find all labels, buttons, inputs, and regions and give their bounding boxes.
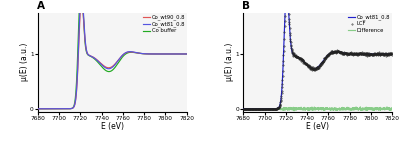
Co_wt81_0.8 <box>182 53 187 55</box>
X-axis label: E (eV): E (eV) <box>306 122 329 131</box>
Difference <box>390 108 394 109</box>
Co_wt81_0.8 <box>277 106 282 107</box>
Co buffer <box>156 53 161 55</box>
Co_wt90_0.8 <box>72 106 76 108</box>
Line: Co_wt90_0.8: Co_wt90_0.8 <box>38 0 187 109</box>
Co_wt90_0.8 <box>104 67 109 68</box>
Difference <box>241 108 246 110</box>
Co buffer <box>87 55 92 57</box>
Difference <box>388 108 392 110</box>
Co buffer <box>104 70 109 72</box>
Text: B: B <box>242 1 250 11</box>
Difference <box>277 108 282 110</box>
X-axis label: E (eV): E (eV) <box>101 122 124 131</box>
Difference <box>292 108 297 110</box>
Co_wt81_0.8 <box>87 55 92 56</box>
Co buffer <box>114 65 118 67</box>
Y-axis label: μ(E) (a.u.): μ(E) (a.u.) <box>20 43 29 81</box>
Co_wt81_0.8 <box>184 53 189 55</box>
Line: Co_wt81_0.8: Co_wt81_0.8 <box>243 0 392 109</box>
LCF <box>310 68 314 69</box>
Co_wt81_0.8 <box>36 108 40 110</box>
Line: Co buffer: Co buffer <box>38 0 187 109</box>
Y-axis label: μ(E) (a.u.): μ(E) (a.u.) <box>225 43 234 81</box>
Co_wt81_0.8 <box>156 53 161 55</box>
Co_wt81_0.8 <box>241 108 246 110</box>
Difference <box>292 110 296 112</box>
Co_wt90_0.8 <box>182 53 187 55</box>
Co buffer <box>36 108 40 110</box>
Co_wt90_0.8 <box>114 62 118 64</box>
Co_wt81_0.8 <box>104 67 109 69</box>
LCF <box>390 54 394 55</box>
LCF <box>319 62 324 64</box>
LCF <box>241 108 246 110</box>
LCF <box>362 52 366 54</box>
Co buffer <box>182 53 187 55</box>
Co_wt81_0.8 <box>310 67 314 69</box>
Co_wt81_0.8 <box>362 53 366 55</box>
Difference <box>362 107 366 109</box>
Co_wt81_0.8 <box>388 53 392 55</box>
Co_wt81_0.8 <box>72 106 76 107</box>
Co_wt90_0.8 <box>87 54 92 56</box>
Co_wt90_0.8 <box>36 108 40 110</box>
Line: Difference: Difference <box>243 107 392 111</box>
LCF <box>388 52 392 54</box>
Co buffer <box>184 53 189 55</box>
Co buffer <box>72 105 76 106</box>
Line: Co_wt81_0.8: Co_wt81_0.8 <box>38 0 187 109</box>
Difference <box>358 106 363 108</box>
Text: A: A <box>36 1 44 11</box>
LCF <box>277 106 282 107</box>
Co_wt90_0.8 <box>184 53 189 55</box>
Co_wt81_0.8 <box>292 55 297 56</box>
Difference <box>310 108 314 110</box>
Line: LCF: LCF <box>243 0 392 109</box>
LCF <box>292 54 297 56</box>
Difference <box>319 108 324 110</box>
Co_wt81_0.8 <box>319 62 324 64</box>
Legend: Co_wt81_0.8, LCF, Difference: Co_wt81_0.8, LCF, Difference <box>348 14 391 33</box>
Legend: Co_wt90_0.8, Co_wt81_0.8, Co buffer: Co_wt90_0.8, Co_wt81_0.8, Co buffer <box>142 14 186 34</box>
Co_wt90_0.8 <box>156 53 161 55</box>
Co_wt81_0.8 <box>114 62 118 64</box>
Co_wt81_0.8 <box>390 53 394 55</box>
